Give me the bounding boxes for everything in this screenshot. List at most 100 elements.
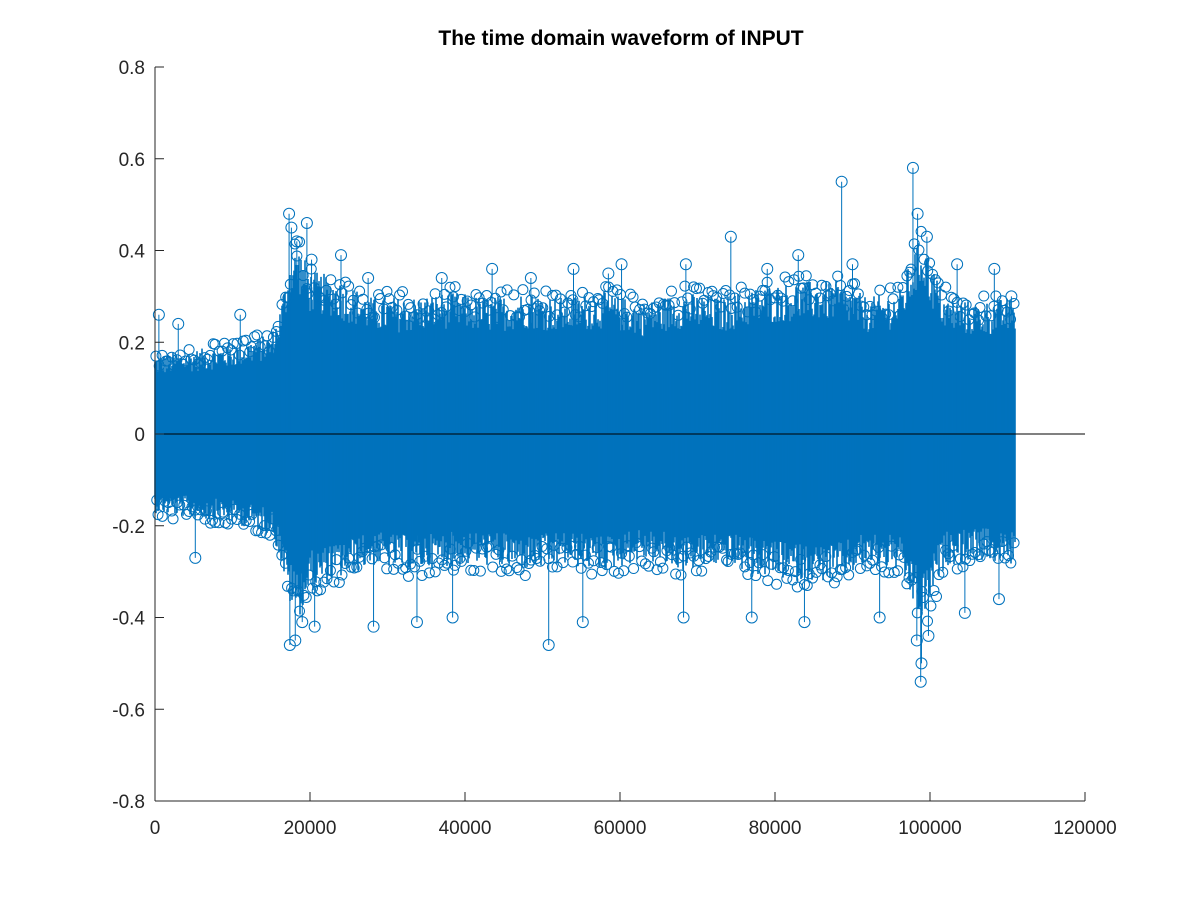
stem-marker bbox=[244, 346, 256, 358]
stem-marker bbox=[363, 307, 375, 319]
outlier-marker bbox=[234, 308, 247, 321]
stem-marker bbox=[927, 268, 939, 280]
stem-marker bbox=[474, 565, 486, 577]
stem-marker bbox=[167, 513, 179, 525]
outlier-marker bbox=[410, 616, 423, 629]
stem-marker bbox=[414, 312, 426, 324]
stem-marker bbox=[696, 565, 708, 577]
stem-marker bbox=[297, 270, 309, 282]
stem-marker bbox=[803, 294, 815, 306]
stem-marker bbox=[816, 563, 828, 575]
outlier-marker bbox=[873, 611, 886, 624]
outlier-marker bbox=[958, 606, 971, 619]
stem-marker bbox=[603, 281, 615, 293]
stem-marker bbox=[468, 564, 480, 576]
stem-marker bbox=[810, 566, 822, 578]
stem-marker bbox=[978, 290, 990, 302]
chart-title: The time domain waveform of INPUT bbox=[438, 27, 803, 50]
stem-marker bbox=[303, 569, 315, 581]
stem-marker bbox=[554, 542, 566, 554]
stem-marker bbox=[521, 304, 533, 316]
stem-marker bbox=[302, 288, 314, 300]
stem-marker bbox=[225, 344, 237, 356]
x-tick-label: 100000 bbox=[898, 818, 961, 839]
stem-marker bbox=[423, 305, 435, 317]
stem-marker bbox=[394, 289, 406, 301]
stem-marker bbox=[947, 540, 959, 552]
stem-marker bbox=[630, 537, 642, 549]
stem-marker bbox=[286, 582, 298, 594]
stem-marker bbox=[734, 547, 746, 559]
stem-marker bbox=[284, 278, 296, 290]
outlier-marker bbox=[300, 216, 313, 229]
stem-marker bbox=[750, 306, 762, 318]
stem-marker bbox=[948, 293, 960, 305]
stem-marker bbox=[731, 301, 743, 313]
stem-marker bbox=[883, 567, 895, 579]
stem-marker bbox=[849, 278, 861, 290]
stem-marker bbox=[508, 289, 520, 301]
stem-marker bbox=[822, 571, 834, 583]
stem-marker bbox=[684, 303, 696, 315]
stem-marker bbox=[374, 293, 386, 305]
stem-marker bbox=[166, 505, 178, 517]
stem-marker bbox=[366, 553, 378, 565]
stem-marker bbox=[835, 279, 847, 291]
stem-marker bbox=[992, 552, 1004, 564]
stem-marker bbox=[543, 310, 555, 322]
stem-marker bbox=[771, 578, 783, 590]
stem-marker bbox=[565, 540, 577, 552]
stem-marker bbox=[188, 354, 200, 366]
stem-marker bbox=[653, 297, 665, 309]
stem-marker bbox=[352, 307, 364, 319]
stem-marker bbox=[774, 562, 786, 574]
stem-marker bbox=[1005, 313, 1017, 325]
stem-marker bbox=[807, 572, 819, 584]
stem-marker bbox=[747, 549, 759, 561]
stem-marker bbox=[227, 338, 239, 350]
stem-marker bbox=[597, 297, 609, 309]
stem-marker bbox=[447, 291, 459, 303]
stem-marker bbox=[618, 307, 630, 319]
stem-marker bbox=[840, 562, 852, 574]
stem-marker bbox=[1005, 557, 1017, 569]
stem-marker bbox=[728, 547, 740, 559]
stem-marker bbox=[294, 605, 306, 617]
plot-area bbox=[150, 161, 1085, 688]
y-tick-label: -0.2 bbox=[112, 517, 145, 538]
stem-marker bbox=[408, 311, 420, 323]
stem-marker bbox=[460, 545, 472, 557]
stem-marker bbox=[419, 550, 431, 562]
stem-marker bbox=[356, 546, 368, 558]
stem-marker bbox=[675, 569, 687, 581]
stem-marker bbox=[748, 294, 760, 306]
stem-marker bbox=[775, 292, 787, 304]
stem-marker bbox=[924, 257, 936, 269]
stem-marker bbox=[670, 568, 682, 580]
stem-marker bbox=[397, 286, 409, 298]
stem-marker bbox=[682, 292, 694, 304]
stem-marker bbox=[787, 295, 799, 307]
x-tick-label: 120000 bbox=[1053, 818, 1116, 839]
stem-marker bbox=[378, 303, 390, 315]
stem-marker bbox=[681, 541, 693, 553]
stem-marker bbox=[605, 541, 617, 553]
stem-marker bbox=[199, 513, 211, 525]
stem-marker bbox=[547, 289, 559, 301]
stem-marker bbox=[156, 510, 168, 522]
outlier-marker bbox=[290, 235, 303, 248]
stem-marker bbox=[638, 303, 650, 315]
outlier-marker bbox=[602, 267, 615, 280]
stem-marker bbox=[511, 311, 523, 323]
stem-marker bbox=[207, 514, 219, 526]
stem-marker bbox=[517, 284, 529, 296]
stem-marker bbox=[339, 557, 351, 569]
stem-marker bbox=[357, 293, 369, 305]
stem-marker bbox=[531, 552, 543, 564]
stem-marker bbox=[449, 281, 461, 293]
stem-marker bbox=[944, 551, 956, 563]
stem-marker bbox=[195, 357, 207, 369]
stem-marker bbox=[579, 549, 591, 561]
stem-marker bbox=[298, 589, 310, 601]
stem-marker bbox=[493, 544, 505, 556]
